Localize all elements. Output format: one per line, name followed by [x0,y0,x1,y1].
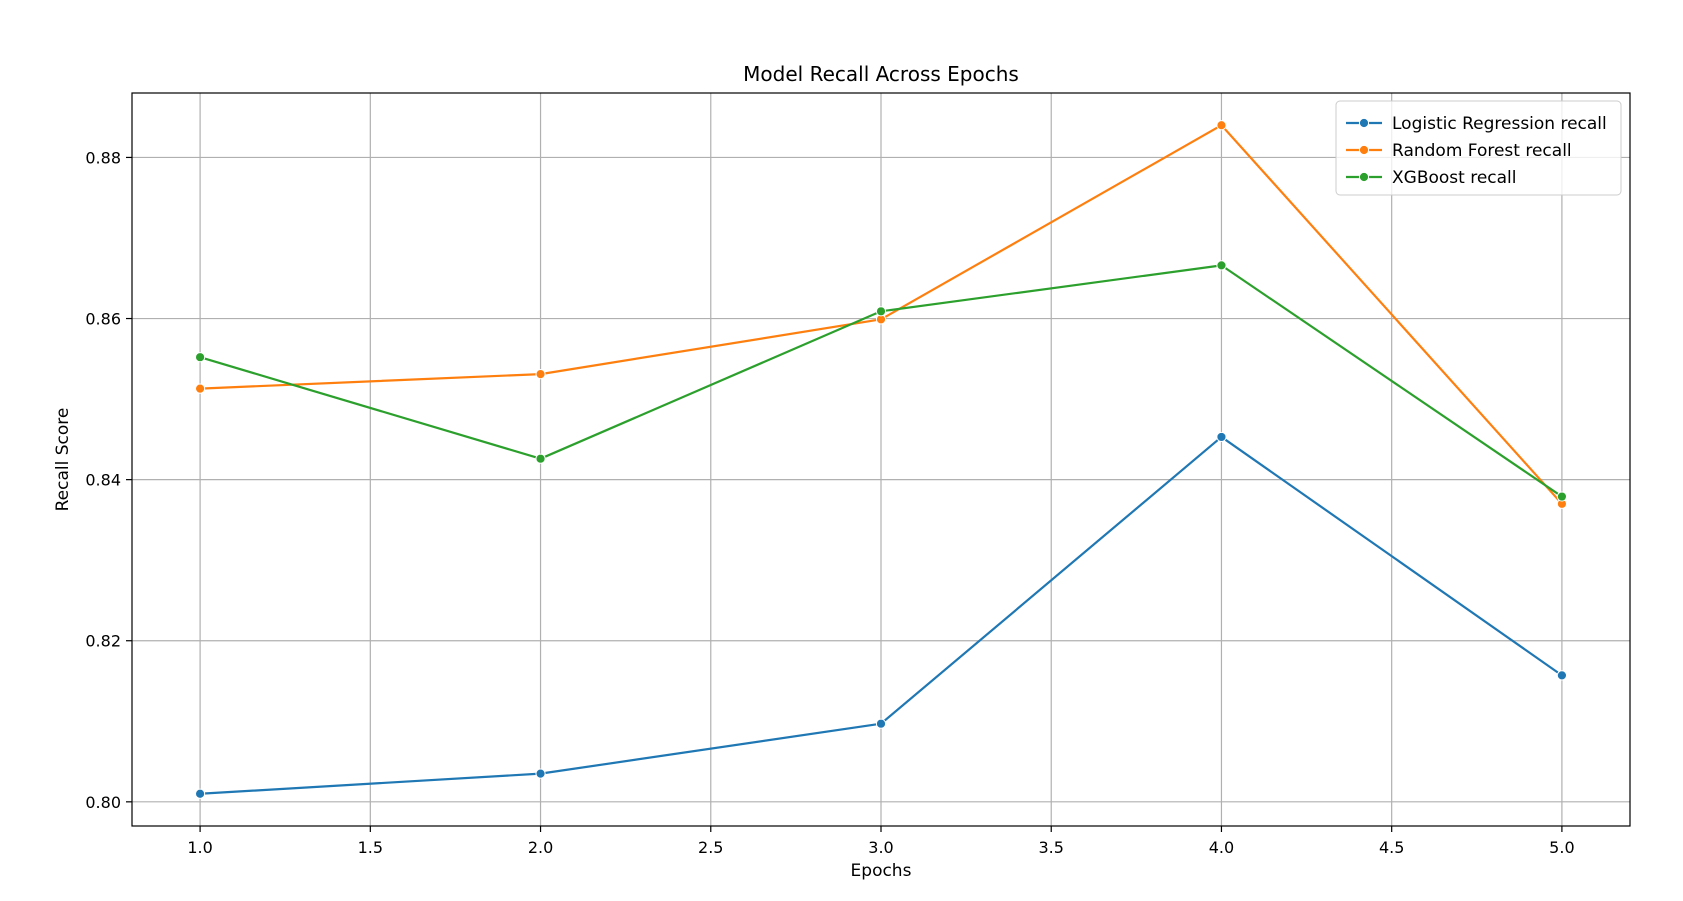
data-point [1556,491,1568,502]
x-tick-label: 3.5 [1039,838,1064,857]
y-tick-label: 0.80 [85,793,121,812]
legend-item: Random Forest recall [1346,141,1572,161]
series-2 [194,120,1568,509]
data-point [1216,431,1227,443]
data-point [194,788,206,799]
legend: Logistic Regression recall Random Forest … [1335,100,1622,196]
y-tick-label: 0.86 [85,310,121,329]
y-tick-label: 0.82 [85,632,121,651]
legend-marker [1358,171,1370,183]
data-point [1556,670,1568,681]
series-3 [194,260,1568,502]
legend-label: XGBoost recall [1392,168,1517,188]
x-tick-label: 4.0 [1209,838,1234,857]
x-tick-label: 3.0 [868,838,893,857]
x-tick-label: 5.0 [1549,838,1574,857]
axis-ticks: 1.0 1.5 2.0 2.5 3.0 3.5 4.0 4.5 5.0 0.80 0.82 0.84 0… [85,148,1574,857]
x-tick-label: 2.0 [528,838,553,857]
data-point [535,453,546,464]
legend-marker [1358,144,1370,156]
legend-marker [1358,117,1370,129]
data-point [194,352,206,363]
y-tick-label: 0.88 [85,148,121,167]
data-point [535,369,546,380]
data-point [535,768,546,779]
series-1 [194,431,1568,799]
data-point [875,306,887,317]
data-point [1216,120,1227,131]
data-point [875,718,887,729]
y-axis-label: Recall Score [53,408,73,512]
data-point [1216,260,1227,271]
x-tick-label: 2.5 [698,838,723,857]
x-tick-label: 4.5 [1379,838,1404,857]
legend-label: Logistic Regression recall [1392,114,1607,134]
x-tick-label: 1.0 [187,838,212,857]
x-tick-label: 1.5 [358,838,383,857]
x-axis-label: Epochs [851,861,912,881]
legend-item: XGBoost recall [1346,168,1517,188]
y-tick-label: 0.84 [85,471,121,490]
legend-label: Random Forest recall [1392,141,1572,161]
legend-item: Logistic Regression recall [1346,114,1607,134]
chart-title: Model Recall Across Epochs [743,62,1019,86]
series-layer [194,120,1568,799]
grid [132,93,1630,826]
legend-box [1335,100,1622,196]
data-point [194,383,206,394]
